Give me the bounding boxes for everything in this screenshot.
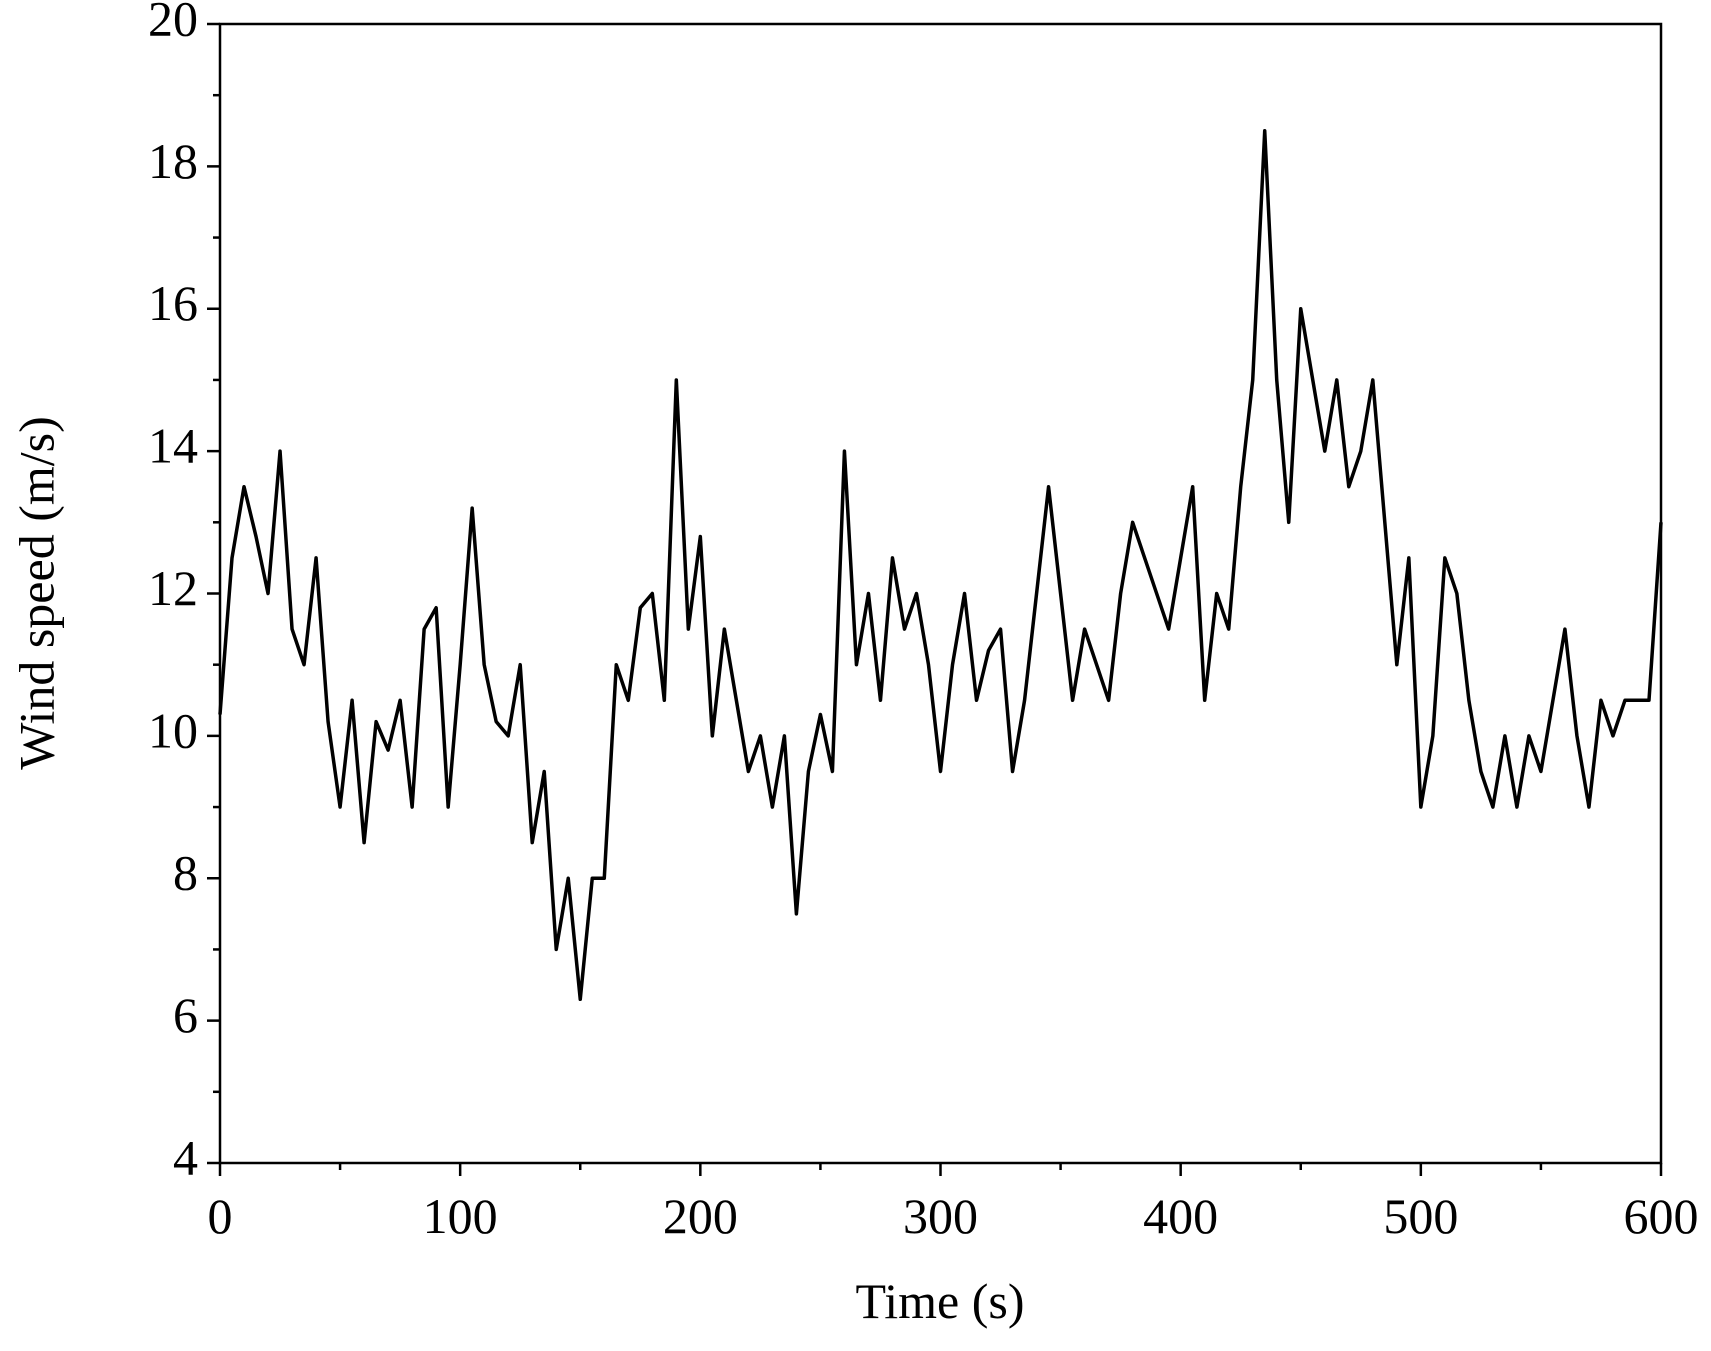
x-tick-label: 100 [423,1188,498,1244]
y-tick-label: 20 [148,0,198,46]
y-tick-label: 8 [173,845,198,901]
y-tick-label: 14 [148,418,198,474]
y-axis-label: Wind speed (m/s) [8,416,64,769]
data-line [218,129,1663,1002]
y-tick-label: 10 [148,702,198,758]
plot-frame [218,22,1663,1165]
x-tick-label: 0 [208,1188,233,1244]
x-tick-label: 400 [1143,1188,1218,1244]
y-tick-label: 12 [148,560,198,616]
x-axis-label: Time (s) [855,1273,1024,1329]
x-tick-label: 500 [1383,1188,1458,1244]
x-tick-label: 300 [903,1188,978,1244]
y-tick-label: 6 [173,987,198,1043]
x-tick-label: 600 [1624,1188,1699,1244]
y-tick-label: 16 [148,275,198,331]
x-tick-label: 200 [663,1188,738,1244]
y-tick-label: 18 [148,133,198,189]
y-tick-label: 4 [173,1129,198,1185]
